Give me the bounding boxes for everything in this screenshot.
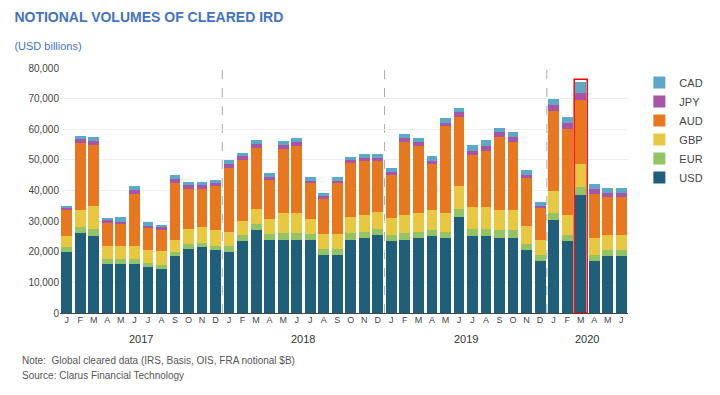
svg-text:A: A (429, 315, 435, 325)
svg-text:M: M (117, 315, 125, 325)
svg-text:J: J (227, 315, 232, 325)
svg-text:F: F (78, 315, 84, 325)
svg-text:J: J (551, 315, 556, 325)
svg-text:S: S (497, 315, 503, 325)
svg-text:M: M (279, 315, 287, 325)
svg-text:M: M (90, 315, 98, 325)
svg-text:2018: 2018 (291, 333, 315, 345)
svg-text:0: 0 (53, 308, 59, 319)
svg-text:N: N (361, 315, 368, 325)
svg-text:30,000: 30,000 (28, 216, 59, 227)
svg-text:60,000: 60,000 (28, 124, 59, 135)
svg-text:F: F (240, 315, 246, 325)
svg-text:N: N (199, 315, 206, 325)
svg-text:(USD billions): (USD billions) (14, 40, 81, 52)
svg-text:D: D (212, 315, 219, 325)
svg-text:J: J (65, 315, 70, 325)
svg-text:J: J (619, 315, 624, 325)
svg-text:Note: Global cleared data (IR: Note: Global cleared data (IRS, Basis, O… (22, 355, 295, 366)
svg-text:2017: 2017 (129, 333, 153, 345)
svg-text:2019: 2019 (454, 333, 478, 345)
svg-text:USD: USD (679, 172, 702, 184)
svg-text:M: M (604, 315, 612, 325)
svg-text:2020: 2020 (575, 333, 599, 345)
svg-text:M: M (415, 315, 423, 325)
svg-text:S: S (334, 315, 340, 325)
svg-text:CAD: CAD (679, 77, 702, 89)
svg-text:J: J (470, 315, 475, 325)
svg-text:M: M (442, 315, 450, 325)
svg-text:M: M (252, 315, 260, 325)
svg-text:S: S (172, 315, 178, 325)
svg-text:A: A (104, 315, 110, 325)
svg-text:J: J (389, 315, 394, 325)
svg-text:J: J (457, 315, 462, 325)
svg-text:O: O (510, 315, 517, 325)
svg-text:A: A (158, 315, 164, 325)
svg-text:J: J (294, 315, 299, 325)
svg-text:D: D (375, 315, 382, 325)
svg-text:70,000: 70,000 (28, 93, 59, 104)
svg-text:J: J (132, 315, 137, 325)
svg-text:A: A (267, 315, 273, 325)
svg-text:JPY: JPY (679, 96, 700, 108)
svg-text:A: A (591, 315, 597, 325)
svg-text:40,000: 40,000 (28, 185, 59, 196)
svg-text:J: J (308, 315, 313, 325)
svg-text:10,000: 10,000 (28, 277, 59, 288)
svg-text:80,000: 80,000 (28, 63, 59, 74)
svg-text:EUR: EUR (679, 153, 702, 165)
svg-text:O: O (185, 315, 192, 325)
svg-text:GBP: GBP (679, 134, 702, 146)
svg-text:O: O (347, 315, 354, 325)
svg-text:AUD: AUD (679, 115, 702, 127)
svg-text:A: A (483, 315, 489, 325)
svg-text:50,000: 50,000 (28, 154, 59, 165)
svg-text:M: M (577, 315, 585, 325)
svg-text:F: F (564, 315, 570, 325)
svg-text:D: D (537, 315, 544, 325)
svg-text:20,000: 20,000 (28, 246, 59, 257)
svg-text:Source: Clarus Financial Techn: Source: Clarus Financial Technology (22, 370, 184, 381)
svg-text:J: J (146, 315, 151, 325)
svg-text:NOTIONAL VOLUMES OF CLEARED IR: NOTIONAL VOLUMES OF CLEARED IRD (14, 9, 283, 25)
svg-text:N: N (523, 315, 530, 325)
svg-text:F: F (402, 315, 408, 325)
svg-text:A: A (321, 315, 327, 325)
